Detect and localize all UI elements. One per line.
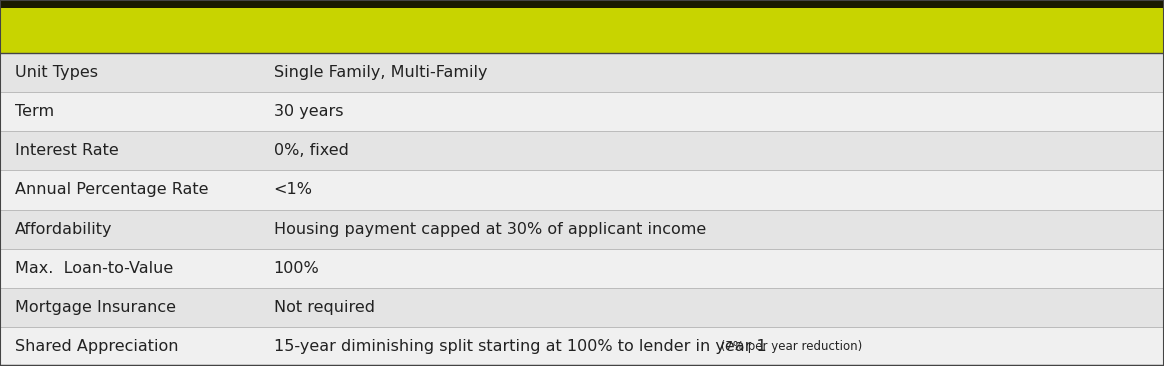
Bar [0, 8, 1164, 53]
Text: Single Family, Multi-Family: Single Family, Multi-Family [274, 65, 487, 80]
Text: Affordability: Affordability [15, 221, 113, 236]
Bar [0, 171, 1164, 209]
Text: (7% per year reduction): (7% per year reduction) [717, 340, 863, 353]
Text: Term: Term [15, 104, 55, 119]
Bar [0, 249, 1164, 288]
Text: Max.  Loan-to-Value: Max. Loan-to-Value [15, 261, 173, 276]
Bar [0, 209, 1164, 249]
Text: <1%: <1% [274, 183, 313, 198]
Text: Unit Types: Unit Types [15, 65, 98, 80]
Text: Shared Appreciation: Shared Appreciation [15, 339, 178, 354]
Text: Annual Percentage Rate: Annual Percentage Rate [15, 183, 208, 198]
Bar [0, 0, 1164, 8]
Bar [0, 327, 1164, 366]
Bar [0, 288, 1164, 327]
Text: 100%: 100% [274, 261, 319, 276]
Text: 30 years: 30 years [274, 104, 343, 119]
Bar [0, 92, 1164, 131]
Text: Not required: Not required [274, 300, 375, 315]
Text: Housing payment capped at 30% of applicant income: Housing payment capped at 30% of applica… [274, 221, 705, 236]
Bar [0, 131, 1164, 171]
Text: Interest Rate: Interest Rate [15, 143, 119, 158]
Text: Mortgage Insurance: Mortgage Insurance [15, 300, 176, 315]
Text: 0%, fixed: 0%, fixed [274, 143, 348, 158]
Text: 15-year diminishing split starting at 100% to lender in year 1: 15-year diminishing split starting at 10… [274, 339, 766, 354]
Bar [0, 53, 1164, 92]
